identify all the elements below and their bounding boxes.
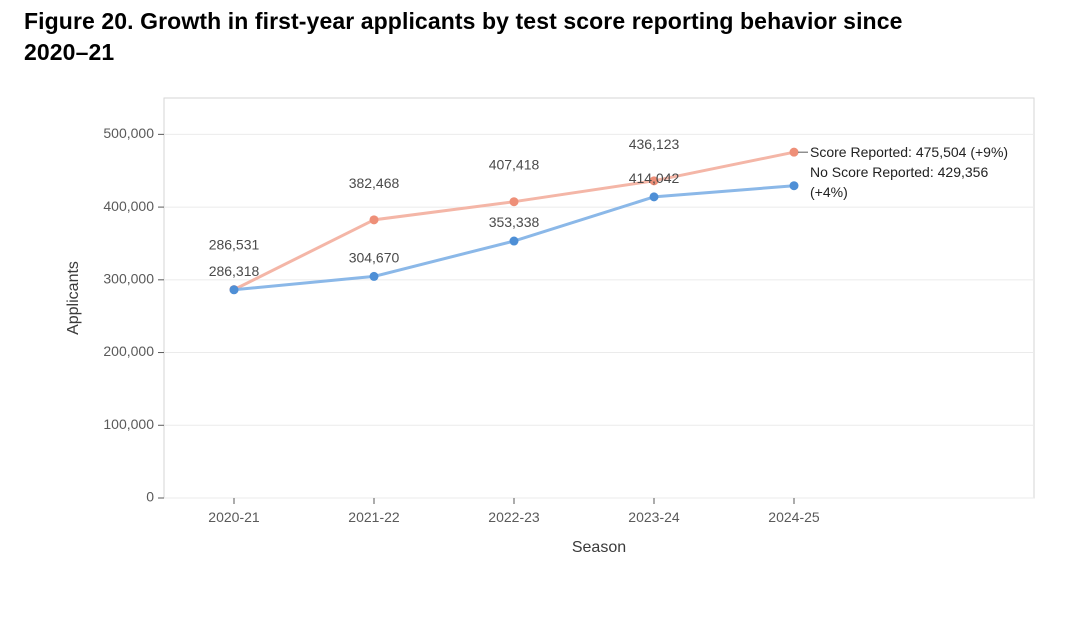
x-tick-label: 2021-22 <box>348 509 400 525</box>
y-tick-label: 400,000 <box>103 198 154 214</box>
chart-svg: 0 100,000 200,000 300,000 400,000 500,000 2020… <box>24 78 1056 598</box>
series-marker-no_score_reported <box>230 285 239 294</box>
terminal-label-score_reported: Score Reported: 475,504 (+9%) <box>810 144 1008 160</box>
x-tick-label: 2020-21 <box>208 509 260 525</box>
chart: 0 100,000 200,000 300,000 400,000 500,000 2020… <box>24 78 1056 598</box>
series-marker-score_reported <box>510 197 519 206</box>
figure-title: Figure 20. Growth in first-year applican… <box>24 6 924 68</box>
series-marker-no_score_reported <box>790 181 799 190</box>
y-tick-label: 300,000 <box>103 271 154 287</box>
terminal-label-no_score_reported: (+4%) <box>810 184 848 200</box>
figure-wrap: Figure 20. Growth in first-year applican… <box>0 0 1080 617</box>
y-tick-label: 0 <box>146 489 154 505</box>
data-label-no_score_reported: 414,042 <box>629 170 680 186</box>
data-label-no_score_reported: 304,670 <box>349 250 400 266</box>
series-marker-no_score_reported <box>650 192 659 201</box>
data-label-no_score_reported: 286,318 <box>209 263 260 279</box>
x-tick-label: 2023-24 <box>628 509 680 525</box>
x-tick-label: 2022-23 <box>488 509 540 525</box>
terminal-label-no_score_reported: No Score Reported: 429,356 <box>810 164 988 180</box>
x-tick-label: 2024-25 <box>768 509 820 525</box>
data-label-score_reported: 286,531 <box>209 237 260 253</box>
data-label-score_reported: 382,468 <box>349 175 400 191</box>
series-marker-score_reported <box>790 148 799 157</box>
data-label-score_reported: 407,418 <box>489 157 540 173</box>
data-label-score_reported: 436,123 <box>629 136 680 152</box>
series-marker-no_score_reported <box>510 237 519 246</box>
data-label-no_score_reported: 353,338 <box>489 214 540 230</box>
y-tick-label: 500,000 <box>103 125 154 141</box>
x-axis-title: Season <box>572 539 626 556</box>
y-axis-title: Applicants <box>65 261 82 335</box>
y-tick-label: 200,000 <box>103 343 154 359</box>
y-tick-label: 100,000 <box>103 416 154 432</box>
series-marker-no_score_reported <box>370 272 379 281</box>
series-marker-score_reported <box>370 215 379 224</box>
